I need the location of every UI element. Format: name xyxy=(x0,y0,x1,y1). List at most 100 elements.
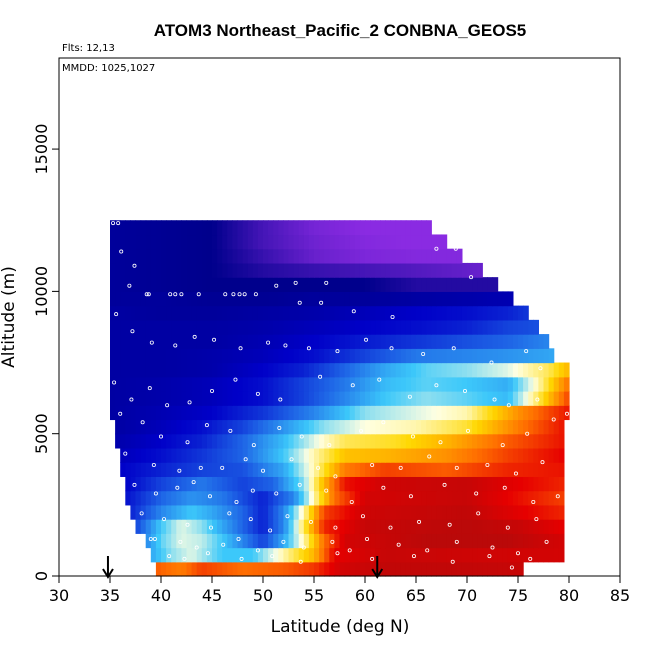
heatmap-cell xyxy=(186,433,193,449)
heatmap-cell xyxy=(212,419,218,435)
heatmap-cell xyxy=(523,348,529,364)
heatmap-cell xyxy=(212,490,218,506)
heatmap-cell xyxy=(410,476,417,492)
heatmap-cell xyxy=(518,405,524,421)
heatmap-cell xyxy=(206,447,213,463)
heatmap-cell xyxy=(120,376,126,392)
heatmap-cell xyxy=(400,447,407,463)
heatmap-cell xyxy=(507,334,514,349)
heatmap-cell xyxy=(191,519,198,534)
heatmap-cell xyxy=(482,405,488,421)
heatmap-cell xyxy=(436,419,443,435)
heatmap-cell xyxy=(354,490,361,506)
heatmap-cell xyxy=(349,504,356,520)
heatmap-cell xyxy=(293,547,300,563)
heatmap-cell xyxy=(273,547,279,563)
heatmap-cell xyxy=(222,419,228,435)
heatmap-cell xyxy=(268,504,274,520)
heatmap-cell xyxy=(303,248,310,264)
heatmap-cell xyxy=(135,419,142,435)
heatmap-cell xyxy=(171,419,177,435)
heatmap-cell xyxy=(161,291,167,307)
x-tick-label: 75 xyxy=(508,586,528,605)
heatmap-cell xyxy=(380,376,386,392)
heatmap-cell xyxy=(196,504,203,520)
heatmap-cell xyxy=(191,391,198,406)
heatmap-cell xyxy=(441,248,448,264)
heatmap-cell xyxy=(441,547,448,563)
heatmap-cell xyxy=(171,348,177,364)
observation-point xyxy=(139,511,144,516)
heatmap-cell xyxy=(298,376,305,392)
heatmap-cell xyxy=(232,248,239,264)
heatmap-cell xyxy=(217,547,223,563)
observation-point xyxy=(438,440,443,445)
heatmap-cell xyxy=(232,476,239,492)
heatmap-cell xyxy=(416,348,422,364)
heatmap-cell xyxy=(212,533,218,549)
heatmap-cell xyxy=(252,220,259,236)
heatmap-cell xyxy=(543,433,550,449)
heatmap-cell xyxy=(150,447,157,463)
observation-point xyxy=(178,539,183,544)
observation-point xyxy=(396,542,401,547)
heatmap-cell xyxy=(385,419,392,435)
heatmap-cell xyxy=(140,319,147,335)
heatmap-cell xyxy=(252,533,259,549)
heatmap-cell xyxy=(166,490,172,506)
heatmap-cell xyxy=(334,519,341,534)
heatmap-cell xyxy=(344,319,351,335)
observation-point xyxy=(140,420,145,425)
heatmap-cell xyxy=(186,405,193,421)
heatmap-cell xyxy=(548,362,555,378)
heatmap-cell xyxy=(319,504,325,520)
heatmap-cell xyxy=(176,476,182,492)
heatmap-cell xyxy=(472,490,478,506)
heatmap-cell xyxy=(477,447,483,463)
heatmap-cell xyxy=(314,476,320,492)
heatmap-cell xyxy=(222,319,228,335)
heatmap-cell xyxy=(268,419,274,435)
observation-point xyxy=(528,556,533,561)
heatmap-cell xyxy=(232,319,239,335)
heatmap-cell xyxy=(206,561,213,577)
heatmap-cell xyxy=(400,277,407,292)
heatmap-cell xyxy=(456,291,463,307)
heatmap-cell xyxy=(370,447,376,463)
heatmap-cell xyxy=(201,405,208,421)
heatmap-cell xyxy=(201,305,208,321)
heatmap-cell xyxy=(135,405,142,421)
x-tick-label: 85 xyxy=(610,586,630,605)
heatmap-cell xyxy=(140,376,147,392)
heatmap-cell xyxy=(410,262,417,278)
heatmap-cell xyxy=(155,433,162,449)
heatmap-cell xyxy=(263,305,269,321)
heatmap-cell xyxy=(436,305,443,321)
heatmap-cell xyxy=(472,391,478,406)
heatmap-cell xyxy=(227,248,233,264)
heatmap-cell xyxy=(191,433,198,449)
observation-point xyxy=(489,360,494,365)
heatmap-cell xyxy=(431,419,437,435)
heatmap-cell xyxy=(354,533,361,549)
heatmap-cell xyxy=(405,319,412,335)
heatmap-cell xyxy=(120,447,126,463)
heatmap-cell xyxy=(558,376,565,392)
heatmap-cell xyxy=(329,262,335,278)
heatmap-cell xyxy=(359,433,366,449)
heatmap-cell xyxy=(268,220,274,236)
heatmap-cell xyxy=(273,504,279,520)
heatmap-cell xyxy=(140,504,147,520)
heatmap-cell xyxy=(349,277,356,292)
heatmap-cell xyxy=(217,561,223,577)
heatmap-cell xyxy=(232,504,239,520)
heatmap-cell xyxy=(130,234,137,250)
heatmap-cell xyxy=(467,533,473,549)
heatmap-cell xyxy=(288,547,295,563)
heatmap-cell xyxy=(237,305,244,321)
heatmap-cell xyxy=(395,248,402,264)
heatmap-cell xyxy=(135,234,142,250)
heatmap-cell xyxy=(370,348,376,364)
heatmap-cell xyxy=(166,362,172,378)
heatmap-cell xyxy=(380,234,386,250)
